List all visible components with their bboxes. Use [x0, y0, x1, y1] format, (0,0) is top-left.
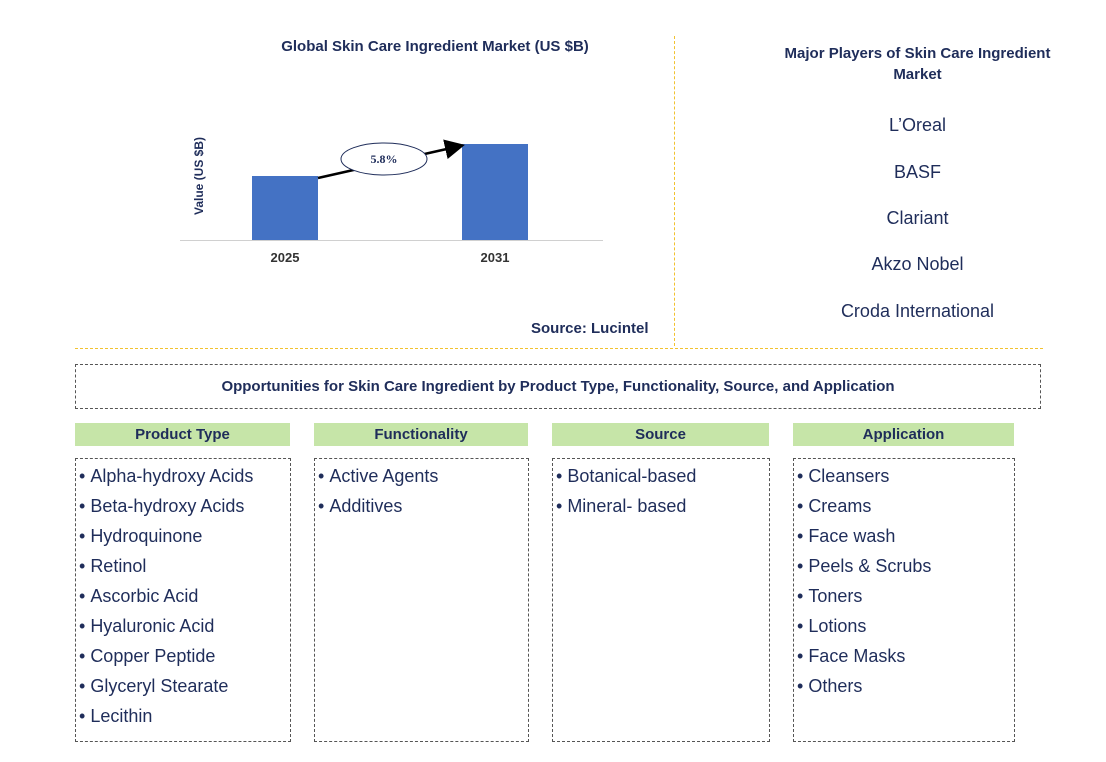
column-list-source: Botanical-based Mineral- based [552, 458, 770, 742]
column-list-functionality: Active Agents Additives [314, 458, 529, 742]
opportunities-title-text: Opportunities for Skin Care Ingredient b… [221, 378, 895, 395]
x-tick-label: 2025 [271, 250, 300, 265]
vertical-divider [674, 36, 675, 346]
list-item: Creams [797, 491, 1014, 521]
list-item: Toners [797, 581, 1014, 611]
player-item: Croda International [840, 301, 995, 321]
list-item: Active Agents [318, 461, 528, 491]
list-item: Hyaluronic Acid [79, 611, 290, 641]
player-item: BASF [893, 162, 941, 182]
list-item: Lecithin [79, 701, 290, 731]
list-item: Ascorbic Acid [79, 581, 290, 611]
list-item: Hydroquinone [79, 521, 290, 551]
list-item: Peels & Scrubs [797, 551, 1014, 581]
player-item: Clariant [886, 208, 949, 228]
player-item: Akzo Nobel [871, 254, 964, 274]
bar-chart: Value (US $B) 2025 2031 5.8% [180, 137, 603, 265]
chart-title: Global Skin Care Ingredient Market (US $… [281, 38, 589, 55]
list-item: Face wash [797, 521, 1014, 551]
list-item: Beta-hydroxy Acids [79, 491, 290, 521]
list-item: Additives [318, 491, 528, 521]
column-heading-product-type: Product Type [75, 423, 290, 446]
column-list-application: Cleansers Creams Face wash Peels & Scrub… [793, 458, 1015, 742]
list-item: Botanical-based [556, 461, 769, 491]
list-item: Cleansers [797, 461, 1014, 491]
list-item: Alpha-hydroxy Acids [79, 461, 290, 491]
bar [462, 144, 528, 240]
list-item: Lotions [797, 611, 1014, 641]
column-heading-source: Source [552, 423, 769, 446]
list-item: Glyceryl Stearate [79, 671, 290, 701]
horizontal-divider [75, 348, 1043, 349]
cagr-ellipse [340, 142, 428, 176]
column-heading-functionality: Functionality [314, 423, 528, 446]
list-item: Others [797, 671, 1014, 701]
opportunities-title: Opportunities for Skin Care Ingredient b… [75, 364, 1041, 409]
source-label: Source: Lucintel [531, 320, 649, 337]
column-heading-application: Application [793, 423, 1014, 446]
column-list-product-type: Alpha-hydroxy Acids Beta-hydroxy Acids H… [75, 458, 291, 742]
bar [252, 176, 318, 240]
cagr-label: 5.8% [371, 152, 398, 166]
player-item: L’Oreal [888, 115, 947, 135]
list-item: Retinol [79, 551, 290, 581]
players-title: Major Players of Skin Care Ingredient Ma… [784, 45, 1051, 83]
list-item: Mineral- based [556, 491, 769, 521]
list-item: Copper Peptide [79, 641, 290, 671]
list-item: Face Masks [797, 641, 1014, 671]
x-tick-label: 2031 [481, 250, 510, 265]
y-axis-label: Value (US $B) [192, 137, 206, 215]
